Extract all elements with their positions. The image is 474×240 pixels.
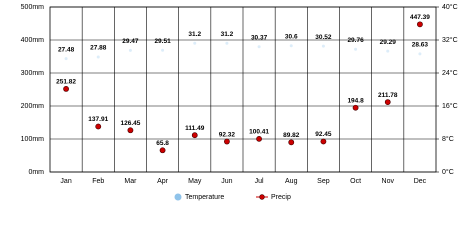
x-tick-label: Jun bbox=[221, 178, 232, 185]
precip-label: 89.82 bbox=[283, 132, 300, 139]
precip-point bbox=[352, 104, 359, 111]
temperature-label: 29.51 bbox=[154, 38, 171, 45]
legend-marker bbox=[174, 193, 182, 201]
temperature-point bbox=[193, 41, 197, 45]
temperature-label: 27.88 bbox=[90, 45, 107, 52]
x-tick-label: Oct bbox=[350, 178, 361, 185]
temperature-label: 31.2 bbox=[221, 31, 234, 38]
precip-point bbox=[417, 21, 423, 28]
x-tick-label: Jan bbox=[60, 178, 71, 185]
x-tick-label: Feb bbox=[92, 178, 104, 185]
temperature-label: 31.2 bbox=[188, 31, 201, 38]
x-tick-label: May bbox=[188, 178, 202, 185]
x-tick-label: Dec bbox=[414, 178, 427, 185]
y-tick-label: 500mm bbox=[21, 4, 45, 11]
temperature-point bbox=[321, 44, 325, 48]
precip-label: 194.8 bbox=[347, 97, 364, 104]
temperature-label: 30.6 bbox=[285, 33, 298, 40]
precip-label: 65.8 bbox=[156, 140, 169, 147]
temperature-point bbox=[354, 47, 358, 51]
chart: 0mm 100mm 200mm 300mm 400mm 500mm 0°C 8°C 16°C 24… bbox=[21, 3, 458, 201]
x-tick-label: Apr bbox=[157, 178, 169, 185]
y2-tick-label: 32°C bbox=[442, 36, 458, 44]
legend-label: Temperature bbox=[185, 194, 224, 201]
temperature-point bbox=[225, 41, 229, 45]
y2-tick-label: 16°C bbox=[442, 102, 458, 110]
page: 0mm 100mm 200mm 300mm 400mm 500mm 0°C 8°C 16°C 24… bbox=[20, 2, 458, 201]
temperature-point bbox=[386, 49, 390, 53]
temperature-point bbox=[161, 48, 165, 52]
precip-label: 100.41 bbox=[249, 129, 269, 136]
precip-point bbox=[191, 132, 198, 139]
temperature-label: 30.52 bbox=[315, 34, 332, 41]
precip-label: 137.91 bbox=[88, 116, 108, 123]
y2-tick-label: 0°C bbox=[442, 168, 454, 176]
x-tick-label: Sep bbox=[317, 178, 330, 185]
precip-point bbox=[288, 139, 295, 146]
temperature-label: 29.29 bbox=[380, 39, 397, 46]
precip-label: 447.39 bbox=[410, 14, 430, 21]
x-tick-label: Mar bbox=[124, 178, 137, 185]
precip-label: 111.49 bbox=[185, 125, 205, 132]
y-tick-label: 200mm bbox=[21, 103, 45, 110]
y2-tick-label: 40°C bbox=[442, 3, 458, 11]
precip-point bbox=[320, 138, 327, 145]
y2-tick-label: 24°C bbox=[442, 69, 458, 77]
temperature-point bbox=[96, 55, 100, 59]
precip-point bbox=[256, 135, 262, 142]
x-tick-label: Nov bbox=[382, 178, 395, 185]
precip-point bbox=[224, 138, 230, 145]
x-tick-label: Jul bbox=[255, 178, 264, 185]
precip-point bbox=[63, 85, 69, 92]
precip-label: 92.32 bbox=[219, 131, 236, 138]
precip-label: 211.78 bbox=[378, 92, 398, 99]
temperature-label: 30.37 bbox=[251, 34, 268, 41]
precip-label: 92.45 bbox=[315, 131, 332, 138]
precip-point bbox=[127, 127, 134, 134]
temperature-label: 28.63 bbox=[412, 42, 429, 49]
precip-point bbox=[95, 123, 102, 130]
legend-label: Precip bbox=[271, 194, 291, 201]
legend-marker bbox=[259, 194, 265, 200]
y-tick-label: 0mm bbox=[28, 169, 44, 176]
temperature-point bbox=[257, 45, 261, 49]
y-tick-label: 100mm bbox=[21, 136, 45, 143]
temperature-point bbox=[128, 48, 132, 52]
precip-point bbox=[384, 99, 391, 106]
y-tick-label: 400mm bbox=[21, 37, 45, 44]
precip-label: 126.45 bbox=[120, 120, 140, 127]
temperature-point bbox=[64, 57, 68, 61]
temperature-point bbox=[289, 44, 293, 48]
y2-tick-label: 8°C bbox=[442, 135, 454, 143]
precip-label: 251.82 bbox=[56, 79, 76, 86]
precip-point bbox=[159, 147, 166, 154]
temperature-label: 27.48 bbox=[58, 46, 75, 53]
temperature-point bbox=[418, 52, 422, 56]
temperature-label: 29.47 bbox=[122, 38, 139, 45]
temperature-label: 29.76 bbox=[347, 37, 364, 44]
y-tick-label: 300mm bbox=[21, 70, 45, 77]
x-tick-label: Aug bbox=[285, 178, 298, 185]
